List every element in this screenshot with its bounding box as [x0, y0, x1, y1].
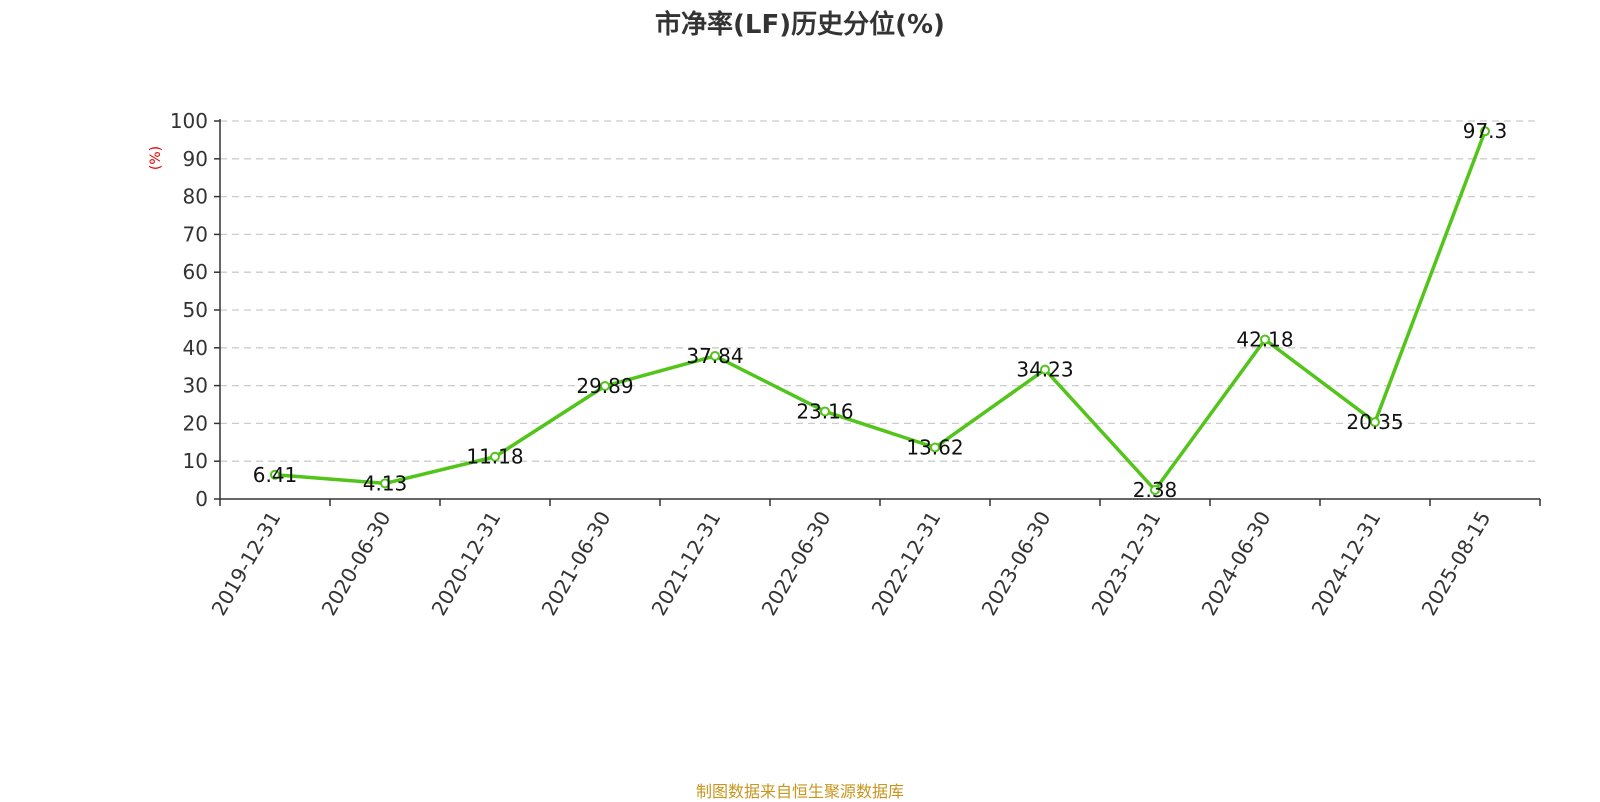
x-tick-label: 2020-12-31: [426, 507, 505, 620]
data-label: 20.35: [1346, 410, 1403, 434]
y-tick-label: 50: [183, 298, 208, 322]
axes: [219, 119, 1540, 500]
data-point: [1040, 364, 1050, 375]
data-label: 6.41: [253, 463, 298, 487]
y-axis-label: (%): [148, 146, 164, 170]
data-point: [930, 442, 940, 453]
data-label: 42.18: [1236, 328, 1293, 352]
y-tick-label: 70: [183, 222, 208, 246]
data-point: [490, 451, 500, 462]
y-axis-ticks: 0 10 20 30 40 50 60 70 80 90 100: [170, 109, 220, 511]
y-tick-label: 20: [183, 411, 208, 435]
data-point: [1150, 485, 1160, 496]
x-tick-label: 2024-06-30: [1196, 507, 1275, 620]
data-point: [1480, 126, 1490, 137]
x-tick-label: 2025-08-15: [1416, 507, 1495, 620]
data-point: [600, 381, 610, 392]
data-label: 23.16: [796, 399, 853, 423]
data-source-note: 制图数据来自恒生聚源数据库: [695, 782, 904, 801]
y-tick-label: 100: [170, 109, 208, 133]
data-label: 29.89: [576, 374, 633, 398]
x-tick-label: 2023-12-31: [1086, 507, 1165, 620]
data-label: 34.23: [1016, 358, 1073, 382]
x-tick-label: 2022-06-30: [756, 507, 835, 620]
data-point: [1260, 334, 1270, 345]
data-point: [820, 406, 830, 417]
gridlines: [220, 120, 1540, 462]
data-label: 2.38: [1133, 478, 1178, 502]
series-line: [274, 130, 1487, 492]
data-label: 37.84: [686, 344, 743, 368]
x-tick-label: 2022-12-31: [866, 507, 945, 620]
data-label: 97.3: [1463, 119, 1508, 143]
x-tick-label: 2024-12-31: [1306, 507, 1385, 620]
x-tick-label: 2021-06-30: [536, 507, 615, 620]
series-group: [270, 126, 1490, 496]
data-point: [1370, 417, 1380, 428]
data-label: 4.13: [363, 471, 408, 495]
data-point: [380, 478, 390, 489]
x-tick-label: 2023-06-30: [976, 507, 1055, 620]
data-label: 11.18: [466, 445, 523, 469]
x-tick-label: 2020-06-30: [316, 507, 395, 620]
y-tick-label: 90: [183, 147, 208, 171]
data-labels: 6.41 4.13 11.18 29.89 37.84 23.16 13.62 34.23 2.…: [253, 119, 1508, 502]
y-tick-label: 30: [183, 374, 208, 398]
data-point: [270, 469, 280, 480]
data-point: [710, 350, 720, 361]
y-tick-label: 0: [195, 487, 208, 511]
y-tick-label: 40: [183, 336, 208, 360]
y-tick-label: 60: [183, 260, 208, 284]
data-label: 13.62: [906, 436, 963, 460]
x-axis-ticks: 2019-12-31 2020-06-30 2020-12-31 2021-06-30…: [206, 499, 1541, 620]
y-tick-label: 80: [183, 185, 208, 209]
chart-title: 市净率(LF)历史分位(%): [655, 10, 945, 40]
x-tick-label: 2019-12-31: [206, 507, 285, 620]
x-tick-label: 2021-12-31: [646, 507, 725, 620]
y-tick-label: 10: [183, 449, 208, 473]
